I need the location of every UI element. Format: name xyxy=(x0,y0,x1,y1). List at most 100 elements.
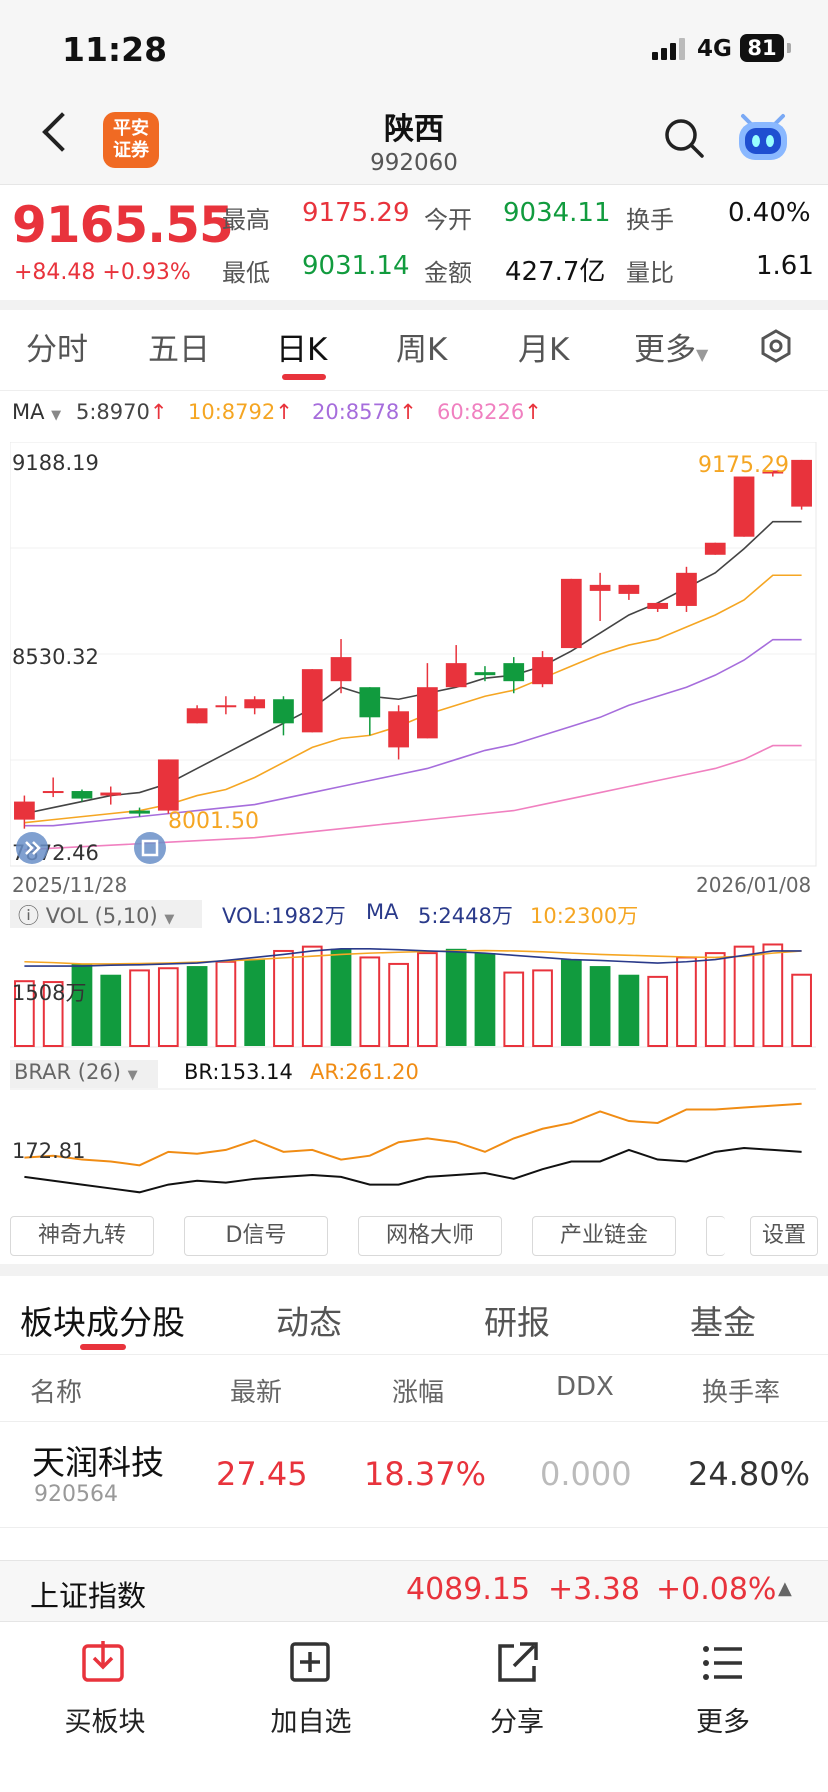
ma60-value-text: 60:8226 xyxy=(437,400,525,424)
tab-weekly-k[interactable]: 周K xyxy=(396,332,448,368)
fullscreen-icon[interactable] xyxy=(134,832,166,864)
volume-bar xyxy=(388,962,409,1047)
kline-chart[interactable]: 9188.19 8530.32 7872.46 9175.29 8001.50 … xyxy=(10,442,818,898)
brar-lines xyxy=(24,1102,802,1194)
volume-bar xyxy=(791,973,812,1047)
col-change[interactable]: 涨幅 xyxy=(392,1378,445,1408)
volume-value: VOL:1982万 xyxy=(222,904,346,928)
ma60-line xyxy=(24,744,802,851)
volume-bar xyxy=(647,975,669,1048)
br-value: BR:153.14 xyxy=(184,1060,293,1084)
tool-industry-chain[interactable]: 产业链金 xyxy=(532,1216,676,1256)
candles xyxy=(14,459,812,829)
candle-body xyxy=(618,584,640,594)
volume-bar xyxy=(42,981,64,1047)
volume-bar xyxy=(301,945,323,1047)
more-menu-icon[interactable] xyxy=(702,1642,744,1684)
tab-constituents[interactable]: 板块成分股 xyxy=(20,1303,185,1342)
candle-body xyxy=(42,791,64,794)
amount-value: 427.7亿 xyxy=(505,257,606,287)
ma20-value-text: 20:8578 xyxy=(312,400,400,424)
candle-body xyxy=(762,470,784,474)
high-label: 最高 xyxy=(222,206,270,234)
max-price-annotation: 9175.29 xyxy=(698,453,789,478)
bottom-toolbar xyxy=(0,1622,828,1792)
nav-buy-board[interactable]: 买板块 xyxy=(64,1707,146,1738)
table-row[interactable] xyxy=(0,1421,828,1528)
volume-chart[interactable]: 1508万 xyxy=(10,930,818,1048)
price-change: +84.48 +0.93% xyxy=(14,260,191,285)
nav-more[interactable]: 更多 xyxy=(696,1707,750,1738)
broker-logo[interactable]: 平安 证券 xyxy=(103,112,159,168)
volume-ma5-value: 5:2448万 xyxy=(418,904,513,928)
ma10-line xyxy=(24,574,802,824)
tab-news[interactable]: 动态 xyxy=(276,1303,342,1342)
x-axis-start-date: 2025/11/28 xyxy=(12,873,127,897)
volume-bars xyxy=(14,943,812,1048)
ma10-value-text: 10:8792 xyxy=(188,400,276,424)
gear-icon[interactable] xyxy=(758,328,794,364)
candle-body xyxy=(417,687,438,739)
col-name[interactable]: 名称 xyxy=(30,1378,83,1408)
tab-research[interactable]: 研报 xyxy=(484,1303,550,1342)
add-watchlist-icon[interactable] xyxy=(290,1642,332,1684)
volume-indicator-label[interactable]: ⓘ VOL (5,10) ▼ xyxy=(18,900,174,930)
col-turnover-rate[interactable]: 换手率 xyxy=(702,1378,781,1408)
tool-d-signal[interactable]: D信号 xyxy=(184,1216,328,1256)
tab-more[interactable]: 更多▼ xyxy=(634,324,708,369)
brar-axis-label: 172.81 xyxy=(12,1139,85,1163)
volume-ratio-label: 量比 xyxy=(626,259,674,287)
candle-body xyxy=(129,810,150,814)
buy-board-icon[interactable] xyxy=(82,1640,126,1684)
candle-body xyxy=(704,542,726,555)
y-axis-label-top: 9188.19 xyxy=(12,451,99,475)
candle-body xyxy=(503,663,525,682)
index-name: 上证指数 xyxy=(30,1579,147,1613)
search-icon[interactable] xyxy=(663,117,705,159)
tab-monthly-k[interactable]: 月K xyxy=(518,332,570,368)
nav-add-watchlist[interactable]: 加自选 xyxy=(270,1707,352,1738)
brar-indicator-label[interactable]: BRAR (26) ▼ xyxy=(14,1060,138,1084)
tab-daily-k[interactable]: 日K xyxy=(276,332,328,368)
ma-label[interactable]: MA ▼ xyxy=(12,400,61,424)
candle-body xyxy=(100,792,122,796)
tool-magic-nine[interactable]: 神奇九转 xyxy=(10,1216,154,1256)
index-ticker-bar[interactable] xyxy=(0,1560,828,1622)
logo-text-top: 平安 xyxy=(113,118,149,139)
volume-bar xyxy=(733,945,755,1047)
col-latest[interactable]: 最新 xyxy=(230,1378,283,1408)
tool-partial[interactable] xyxy=(706,1216,725,1256)
min-price-annotation: 8001.50 xyxy=(168,809,259,834)
candle-body xyxy=(733,476,755,537)
network-type: 4G xyxy=(697,36,732,62)
share-icon[interactable] xyxy=(496,1640,540,1684)
candle-body xyxy=(157,759,179,811)
ai-assistant-icon[interactable] xyxy=(735,112,791,164)
tab-five-day[interactable]: 五日 xyxy=(148,332,210,368)
ma60-up-arrow-icon: ↑ xyxy=(524,400,542,424)
page-title: 陕西 xyxy=(384,112,444,147)
tab-intraday[interactable]: 分时 xyxy=(26,332,88,368)
volume-bar xyxy=(71,963,93,1046)
volume-indicator-text: VOL (5,10) xyxy=(45,904,158,928)
candle-body xyxy=(14,801,35,820)
candle-body xyxy=(560,578,582,649)
volume-indicator-selector[interactable] xyxy=(10,900,202,928)
col-ddx[interactable]: DDX xyxy=(556,1372,614,1402)
tab-funds[interactable]: 基金 xyxy=(690,1303,756,1342)
brar-indicator-selector[interactable] xyxy=(10,1060,158,1088)
volume-ma10-line xyxy=(24,949,802,965)
tool-grid-master[interactable]: 网格大师 xyxy=(358,1216,502,1256)
expand-up-icon[interactable]: ▲ xyxy=(778,1578,792,1599)
candle-body xyxy=(301,669,323,733)
brar-chart[interactable]: 172.81 xyxy=(10,1088,818,1206)
candle-body xyxy=(186,708,208,724)
status-bar xyxy=(0,0,828,92)
candle-body xyxy=(589,584,611,591)
tool-settings[interactable]: 设置 xyxy=(750,1216,818,1256)
expand-left-icon[interactable] xyxy=(16,832,48,864)
status-time: 11:28 xyxy=(62,30,168,69)
nav-share[interactable]: 分享 xyxy=(490,1707,544,1738)
candle-body xyxy=(388,711,409,748)
volume-ma10-value: 10:2300万 xyxy=(530,904,639,928)
